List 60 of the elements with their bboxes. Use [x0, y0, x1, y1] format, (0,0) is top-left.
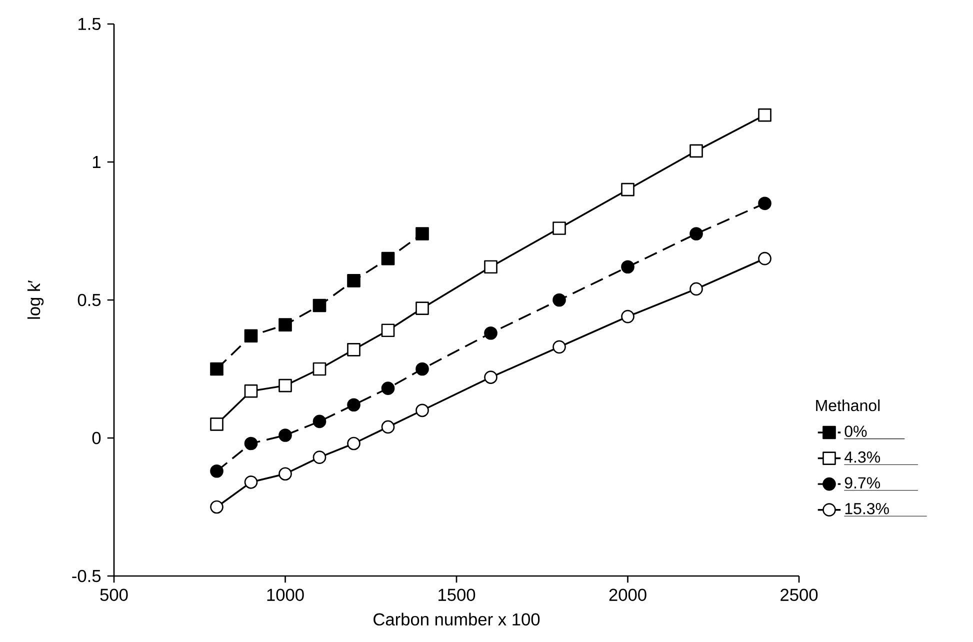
point: [416, 227, 429, 240]
point: [347, 398, 360, 412]
point: [381, 252, 395, 266]
point: [210, 418, 224, 431]
point: [416, 362, 429, 376]
point: [347, 436, 360, 450]
point: [552, 340, 566, 354]
point: [758, 252, 772, 266]
point: [312, 362, 326, 376]
point: [484, 260, 498, 274]
point: [552, 293, 566, 307]
legend-label: 9.7%: [844, 477, 880, 488]
y-axis-title: log k′: [27, 280, 44, 319]
x-tick-label: 500: [100, 588, 128, 601]
legend-label: 15.3%: [845, 502, 889, 514]
y-tick-label: -0.5: [72, 570, 101, 582]
point: [312, 298, 326, 312]
x-tick-label: 1000: [267, 588, 304, 601]
point: [758, 196, 772, 210]
point: [347, 343, 360, 356]
point: [381, 420, 395, 434]
point: [416, 302, 429, 315]
point: [690, 144, 703, 158]
point: [347, 274, 360, 288]
y-tick-label: 1: [92, 156, 100, 168]
x-tick-label: 2500: [780, 588, 818, 601]
legend-label: 4.3%: [844, 451, 880, 463]
point: [312, 414, 326, 428]
legend-label: 0%: [844, 426, 867, 437]
point: [210, 362, 224, 376]
point: [278, 467, 292, 481]
point: [416, 404, 429, 418]
point: [621, 310, 634, 324]
point: [552, 222, 566, 235]
point: [278, 318, 292, 332]
point: [244, 475, 258, 489]
point: [690, 227, 703, 240]
point: [381, 382, 395, 395]
point: [244, 436, 258, 450]
y-tick-label: 0.5: [78, 294, 101, 306]
y-tick-label: 1.5: [78, 18, 101, 30]
point: [210, 464, 224, 478]
point: [312, 450, 326, 464]
point: [690, 282, 703, 296]
x-tick-label: 1500: [438, 588, 476, 601]
x-tick-label: 2000: [609, 588, 646, 601]
point: [278, 378, 292, 392]
point: [244, 384, 258, 398]
point: [484, 326, 498, 340]
point: [210, 500, 224, 514]
point: [621, 182, 634, 196]
point: [758, 108, 772, 122]
x-axis-title: Carbon number x 100: [374, 612, 540, 626]
point: [381, 324, 395, 338]
legend-title: Methanol: [816, 399, 880, 412]
point: [244, 329, 258, 343]
point: [484, 370, 498, 384]
point: [278, 428, 292, 442]
point: [621, 260, 634, 274]
y-tick-label: 0: [92, 432, 101, 444]
